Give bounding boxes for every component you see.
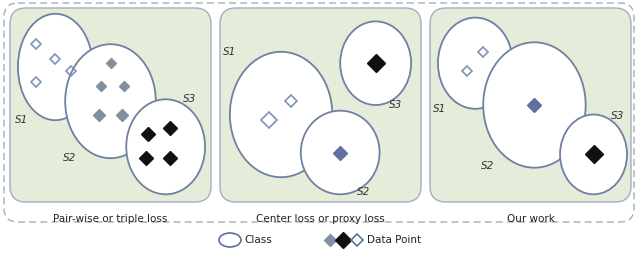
Text: Our work: Our work [507, 214, 554, 224]
Ellipse shape [65, 44, 156, 158]
Text: Class: Class [244, 235, 272, 245]
FancyBboxPatch shape [4, 3, 634, 222]
FancyBboxPatch shape [430, 8, 631, 202]
Text: S2: S2 [481, 161, 494, 171]
Text: S2: S2 [63, 153, 76, 163]
Text: Center loss or proxy loss: Center loss or proxy loss [256, 214, 385, 224]
FancyBboxPatch shape [10, 8, 211, 202]
Text: S1: S1 [433, 104, 447, 114]
Text: Pair-wise or triple loss: Pair-wise or triple loss [53, 214, 168, 224]
Ellipse shape [126, 99, 205, 194]
Text: S3: S3 [182, 94, 196, 104]
Ellipse shape [18, 14, 93, 120]
Ellipse shape [438, 18, 513, 109]
FancyBboxPatch shape [220, 8, 421, 202]
Ellipse shape [301, 111, 380, 194]
Text: S1: S1 [15, 115, 28, 125]
Ellipse shape [483, 42, 586, 168]
Text: Data Point: Data Point [367, 235, 421, 245]
Ellipse shape [219, 233, 241, 247]
Ellipse shape [230, 52, 332, 177]
Ellipse shape [560, 114, 627, 194]
Text: S2: S2 [357, 188, 371, 197]
Text: S3: S3 [611, 111, 624, 121]
Text: S1: S1 [223, 47, 237, 57]
Text: S3: S3 [388, 100, 402, 110]
Ellipse shape [340, 21, 411, 105]
